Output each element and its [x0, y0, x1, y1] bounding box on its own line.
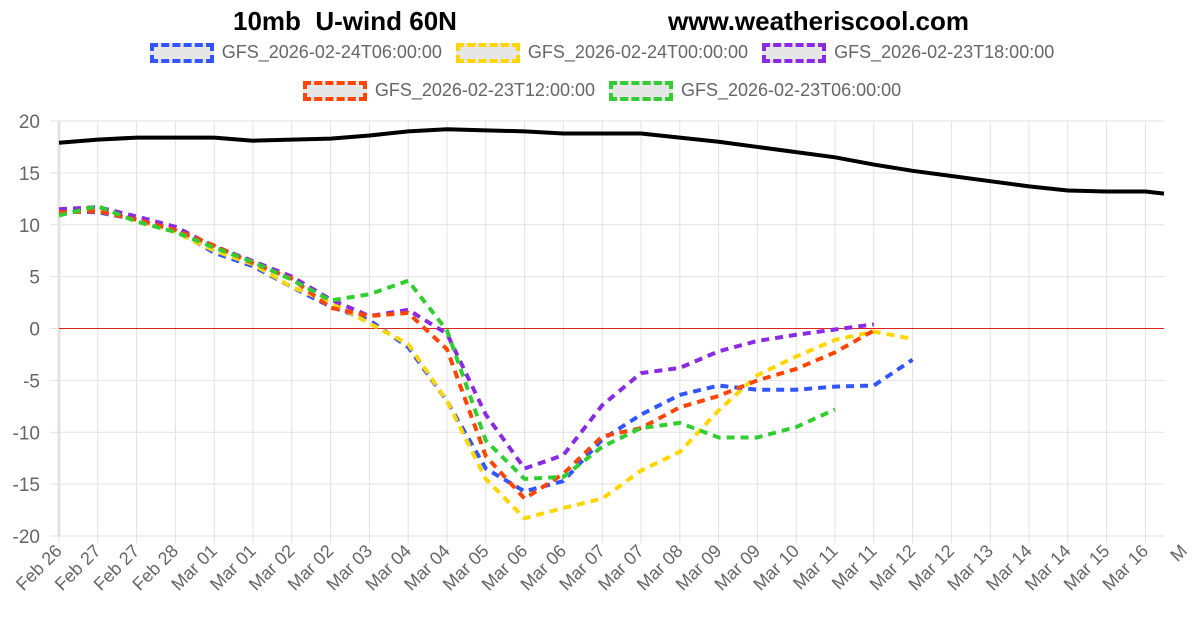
legend-swatch — [455, 42, 520, 63]
legend-item[interactable]: GFS_2026-02-24T00:00:00 — [455, 42, 749, 63]
series-line — [58, 209, 875, 501]
legend-label: GFS_2026-02-24T00:00:00 — [527, 42, 749, 62]
series-line — [58, 209, 914, 494]
legend: GFS_2026-02-23T12:00:00 GFS_2026-02-23T0… — [0, 80, 1204, 101]
legend-label: GFS_2026-02-23T06:00:00 — [681, 80, 902, 100]
legend-item[interactable]: GFS_2026-02-24T06:00:00 — [149, 42, 442, 63]
chart-subtitle: www.weatheriscool.com — [668, 6, 970, 36]
legend-label: GFS_2026-02-24T06:00:00 — [221, 42, 442, 62]
reference-line — [58, 127, 1165, 196]
series-line — [59, 207, 913, 521]
legend-swatch — [609, 80, 673, 101]
legend-item[interactable]: GFS_2026-02-23T06:00:00 — [609, 80, 901, 101]
y-tick-label: 10 — [19, 216, 40, 237]
legend-label: GFS_2026-02-23T12:00:00 — [374, 80, 595, 100]
legend-label: GFS_2026-02-23T18:00:00 — [834, 42, 1055, 62]
legend-swatch — [149, 42, 214, 63]
series-line — [58, 205, 875, 471]
y-tick-label: 20 — [19, 112, 40, 133]
y-tick-label: 15 — [19, 164, 40, 185]
legend-swatch — [302, 80, 367, 101]
legend-item[interactable]: GFS_2026-02-23T18:00:00 — [762, 42, 1054, 63]
y-tick-label: -10 — [13, 423, 40, 444]
y-tick-label: -20 — [13, 527, 40, 548]
y-tick-label: -5 — [23, 371, 40, 392]
y-tick-label: 0 — [29, 320, 40, 341]
series-line — [58, 204, 836, 481]
legend-item[interactable]: GFS_2026-02-23T12:00:00 — [302, 80, 595, 101]
y-tick-label: 5 — [29, 268, 40, 289]
legend: GFS_2026-02-24T06:00:00 GFS_2026-02-24T0… — [0, 42, 1204, 63]
chart-title: 10mb U-wind 60N — [233, 6, 457, 36]
legend-swatch — [762, 42, 827, 63]
x-tick-label: M — [1166, 541, 1191, 566]
y-tick-label: -15 — [13, 475, 40, 496]
